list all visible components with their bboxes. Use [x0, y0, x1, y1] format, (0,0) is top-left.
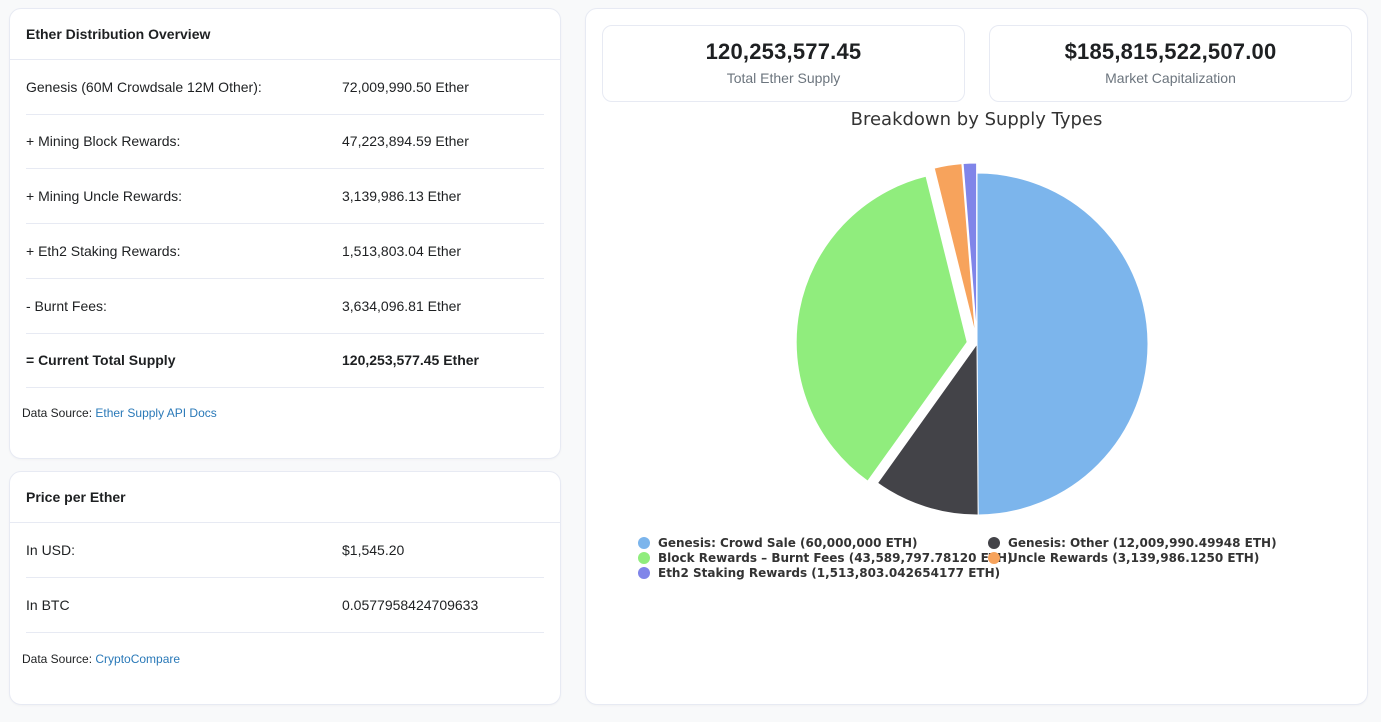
legend-label: Genesis: Crowd Sale (60,000,000 ETH) [658, 536, 918, 550]
legend-dot [638, 567, 650, 579]
total-supply-stat: 120,253,577.45 Total Ether Supply [602, 25, 965, 102]
market-cap-stat: $185,815,522,507.00 Market Capitalizatio… [989, 25, 1352, 102]
legend-dot [988, 552, 1000, 564]
distribution-title: Ether Distribution Overview [10, 9, 560, 60]
row-value: 3,139,986.13 Ether [342, 188, 462, 204]
row-value: $1,545.20 [342, 542, 405, 558]
row-label: In USD: [26, 542, 76, 558]
row-value: 3,634,096.81 Ether [342, 298, 462, 314]
distribution-card: Ether Distribution Overview Genesis (60M… [9, 8, 561, 459]
pie-slice-crowd-sale[interactable] [976, 172, 1149, 516]
row-label: - Burnt Fees: [26, 298, 107, 314]
data-source: Data Source: CryptoCompare [22, 652, 180, 666]
data-source: Data Source: Ether Supply API Docs [22, 406, 217, 420]
pie-slice-uncle-rewards[interactable] [933, 163, 976, 335]
row-label: = Current Total Supply [26, 352, 176, 368]
price-card: Price per Ether In USD: $1,545.20 In BTC… [9, 471, 561, 705]
legend-label: Genesis: Other (12,009,990.49948 ETH) [1008, 536, 1277, 550]
row-label: + Eth2 Staking Rewards: [26, 243, 181, 259]
table-row: In USD: $1,545.20 [26, 523, 544, 578]
supply-pie-chart [795, 162, 1149, 516]
legend-label: Eth2 Staking Rewards (1,513,803.04265417… [658, 566, 1001, 580]
table-row: + Mining Uncle Rewards: 3,139,986.13 Eth… [26, 169, 544, 224]
total-supply-label: Total Ether Supply [726, 70, 841, 86]
legend-item-eth2-staking[interactable]: Eth2 Staking Rewards (1,513,803.04265417… [638, 566, 1000, 580]
table-row: In BTC 0.0577958424709633 [26, 578, 544, 633]
data-source-prefix: Data Source: [22, 406, 96, 420]
row-value: 120,253,577.45 Ether [342, 352, 479, 368]
table-row: Genesis (60M Crowdsale 12M Other): 72,00… [26, 60, 544, 115]
market-cap-value: $185,815,522,507.00 [1064, 39, 1277, 64]
data-source-prefix: Data Source: [22, 652, 96, 666]
row-label: In BTC [26, 597, 70, 613]
legend-item-uncle-rewards[interactable]: Uncle Rewards (3,139,986.1250 ETH) [988, 551, 1259, 565]
cryptocompare-link[interactable]: CryptoCompare [95, 652, 181, 666]
table-row: + Eth2 Staking Rewards: 1,513,803.04 Eth… [26, 224, 544, 279]
legend-label: Block Rewards – Burnt Fees (43,589,797.7… [658, 551, 1013, 565]
row-value: 47,223,894.59 Ether [342, 133, 469, 149]
row-label: + Mining Block Rewards: [26, 133, 181, 149]
market-cap-label: Market Capitalization [1105, 70, 1236, 86]
row-value: 0.0577958424709633 [342, 597, 479, 613]
chart-title: Breakdown by Supply Types [850, 109, 1103, 130]
legend-label: Uncle Rewards (3,139,986.1250 ETH) [1008, 551, 1260, 565]
total-supply-value: 120,253,577.45 [705, 39, 862, 64]
legend-item-block-rewards[interactable]: Block Rewards – Burnt Fees (43,589,797.7… [638, 551, 1013, 565]
ether-supply-api-docs-link[interactable]: Ether Supply API Docs [95, 406, 217, 420]
legend-item-crowd-sale[interactable]: Genesis: Crowd Sale (60,000,000 ETH) [638, 536, 918, 550]
total-supply-row: = Current Total Supply 120,253,577.45 Et… [26, 333, 544, 388]
price-title: Price per Ether [10, 472, 560, 523]
pie-slice-genesis-other[interactable] [876, 342, 979, 516]
chart-legend: Genesis: Crowd Sale (60,000,000 ETH) Gen… [638, 536, 1358, 586]
row-label: Genesis (60M Crowdsale 12M Other): [26, 79, 262, 95]
supply-chart-card: 120,253,577.45 Total Ether Supply $185,8… [585, 8, 1368, 705]
row-label: + Mining Uncle Rewards: [26, 188, 183, 204]
row-value: 1,513,803.04 Ether [342, 243, 462, 259]
legend-dot [638, 537, 650, 549]
legend-item-genesis-other[interactable]: Genesis: Other (12,009,990.49948 ETH) [988, 536, 1277, 550]
table-row: + Mining Block Rewards: 47,223,894.59 Et… [26, 114, 544, 169]
pie-slice-block-rewards[interactable] [795, 175, 968, 482]
table-row: - Burnt Fees: 3,634,096.81 Ether [26, 279, 544, 334]
legend-dot [988, 537, 1000, 549]
legend-dot [638, 552, 650, 564]
row-value: 72,009,990.50 Ether [342, 79, 469, 95]
pie-slice-eth2-staking[interactable] [962, 162, 978, 335]
